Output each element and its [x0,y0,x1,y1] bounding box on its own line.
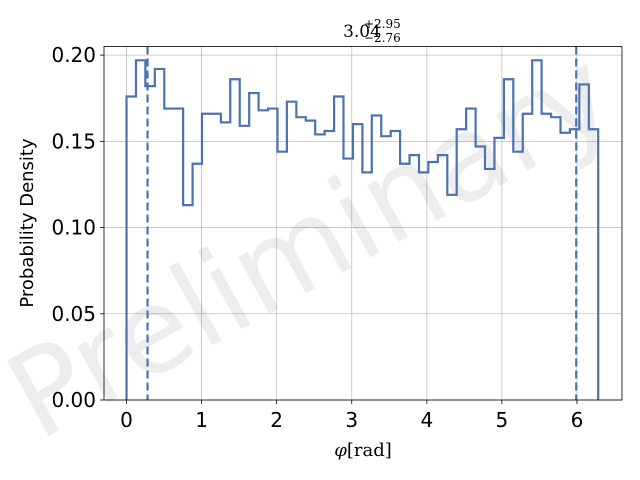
y-tick-label: 0.10 [51,216,96,240]
title-superscript: +2.95 [364,17,401,31]
x-tick-label: 1 [195,408,208,432]
x-tick-label: 4 [420,408,433,432]
histogram-step-line [125,59,600,400]
y-axis-label: Probability Density [17,138,38,308]
x-tick-label: 3 [345,408,358,432]
x-tick-label: 0 [120,408,133,432]
x-axis-symbol: φ [334,440,347,461]
x-tick-label: 6 [571,408,584,432]
y-tick-label: 0.05 [51,302,96,326]
y-tick-label: 0.20 [51,43,96,67]
y-axis-ticks: 0.00 0.05 0.10 0.15 0.20 [51,43,104,412]
x-axis-ticks: 0 1 2 3 4 5 6 [120,400,583,432]
y-tick-label: 0.00 [51,388,96,412]
title-subscript: −2.76 [364,31,401,45]
x-axis-unit: [rad] [347,440,392,461]
chart-title: 3.04 [343,22,381,42]
title-main: 3.04 [343,22,381,42]
x-tick-label: 2 [270,408,283,432]
credible-interval-lines [146,46,578,400]
x-axis-label: φ[rad] [334,440,392,461]
y-tick-label: 0.15 [51,129,96,153]
histogram-steps [125,59,600,400]
grid-lines [104,46,622,401]
x-tick-label: 5 [496,408,509,432]
axes-frame [103,46,623,401]
